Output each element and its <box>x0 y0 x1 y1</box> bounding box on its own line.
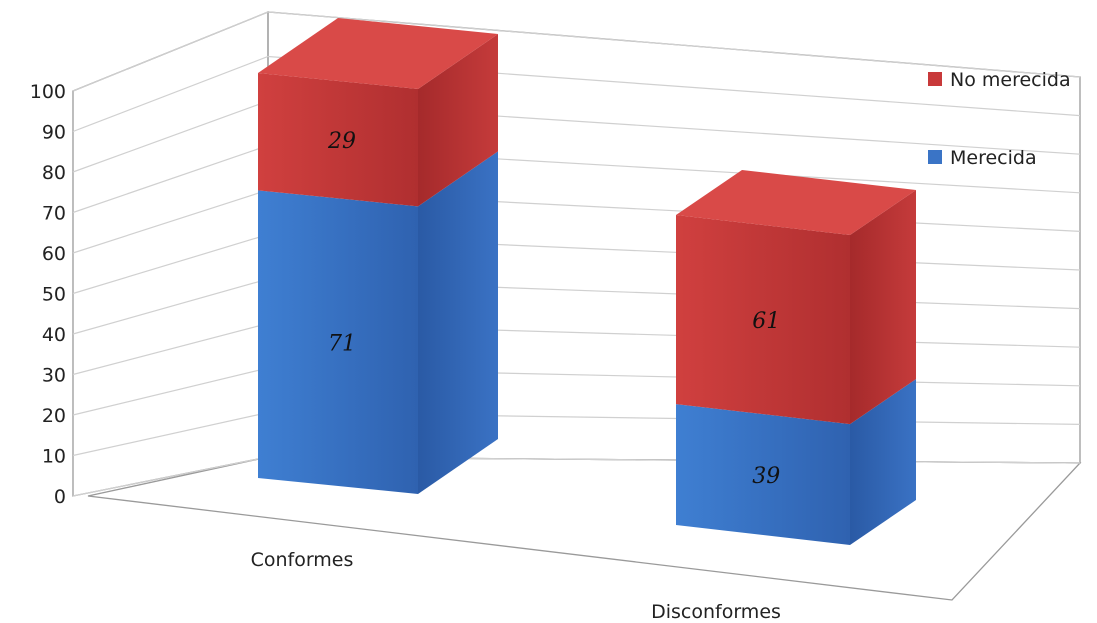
data-label: 39 <box>752 464 780 489</box>
y-tick-label: 40 <box>42 324 66 346</box>
gridline <box>72 411 1081 457</box>
chart-walls <box>72 11 1082 601</box>
y-tick-label: 50 <box>42 284 66 306</box>
gridline <box>72 456 1081 497</box>
floor <box>87 456 1082 601</box>
bar-top-face <box>258 18 498 89</box>
y-tick-label: 20 <box>42 405 66 427</box>
data-label: 71 <box>328 332 356 357</box>
category-labels: Conformes Disconformes <box>251 549 781 623</box>
y-tick-label: 80 <box>42 162 66 184</box>
gridline <box>72 233 1081 295</box>
y-tick-label: 10 <box>42 446 66 468</box>
y-tick-label: 60 <box>42 243 66 265</box>
bars: 71 29 39 61 <box>258 18 916 545</box>
y-tick-label: 70 <box>42 203 66 225</box>
gridline <box>72 367 1081 416</box>
bar-segment-no-merecida-disconformes: 61 <box>676 170 916 425</box>
gridline <box>72 322 1081 376</box>
legend-label: No merecida <box>950 69 1071 91</box>
gridline <box>72 189 1081 254</box>
bar-segment-merecida-conformes: 71 <box>258 151 498 494</box>
y-tick-label: 90 <box>42 122 66 144</box>
bar-side-face <box>418 34 498 207</box>
gridline <box>72 11 1081 92</box>
bar-side-face <box>850 190 916 425</box>
gridline <box>72 278 1081 335</box>
legend-label: Merecida <box>950 147 1037 169</box>
legend-swatch <box>928 72 942 86</box>
bar-top-face <box>676 170 916 235</box>
y-tick-label: 100 <box>30 81 66 103</box>
data-label: 61 <box>752 309 780 334</box>
y-axis: 0 10 20 30 40 50 60 70 80 90 100 <box>30 81 66 508</box>
category-label: Conformes <box>251 549 354 571</box>
bar-segment-no-merecida-conformes: 29 <box>258 18 498 207</box>
bar-front-face <box>676 215 850 425</box>
bar-segment-merecida-disconformes: 39 <box>676 379 916 545</box>
gridline <box>72 55 1081 133</box>
left-wall <box>72 11 269 497</box>
y-tick-label: 0 <box>54 486 66 508</box>
bar-side-face <box>850 379 916 545</box>
bar-front-face <box>258 190 418 494</box>
bar-side-face <box>418 151 498 494</box>
bar-front-face <box>258 73 418 207</box>
legend-swatch <box>928 150 942 164</box>
legend: No merecida Merecida <box>928 69 1071 169</box>
y-tick-label: 30 <box>42 365 66 387</box>
category-label: Disconformes <box>651 601 781 623</box>
bar-front-face <box>676 404 850 545</box>
data-label: 29 <box>327 129 356 154</box>
